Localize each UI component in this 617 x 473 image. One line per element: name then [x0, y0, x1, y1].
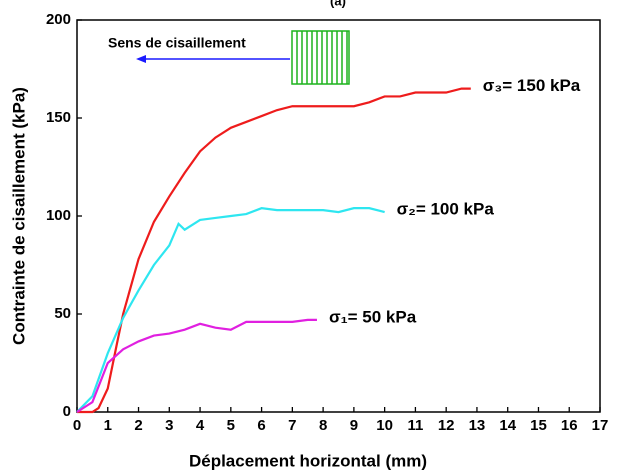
x-tick-label: 15	[530, 417, 547, 434]
y-tick-label: 200	[46, 11, 71, 28]
series-line	[76, 318, 317, 413]
x-tick-label: 4	[196, 417, 205, 434]
y-axis-label: Contrainte de cisaillement (kPa)	[9, 87, 28, 345]
x-axis-label: Déplacement horizontal (mm)	[189, 451, 427, 470]
shear-box	[291, 30, 350, 85]
x-tick-label: 17	[592, 417, 609, 434]
series-label: σ₃= 150 kPa	[483, 76, 581, 95]
x-tick-label: 8	[319, 417, 327, 434]
y-tick-label: 50	[54, 305, 71, 322]
y-tick-label: 100	[46, 207, 71, 224]
x-tick-label: 2	[134, 417, 142, 434]
x-tick-label: 3	[165, 417, 173, 434]
x-tick-label: 13	[469, 417, 486, 434]
y-tick-label: 150	[46, 109, 71, 126]
x-tick-label: 5	[227, 417, 235, 434]
series-line	[76, 207, 385, 413]
y-tick-label: 0	[63, 403, 71, 420]
x-tick-label: 11	[407, 417, 423, 434]
x-tick-label: 9	[350, 417, 358, 434]
chart-title: (a)	[330, 0, 346, 8]
x-tick-label: 14	[499, 417, 516, 434]
series-label: σ₁= 50 kPa	[329, 307, 417, 326]
x-tick-label: 10	[376, 417, 393, 434]
x-tick-label: 6	[257, 417, 265, 434]
annotation: Sens de cisaillement	[108, 35, 246, 51]
x-tick-label: 12	[438, 417, 455, 434]
arrow-head	[136, 55, 146, 63]
x-tick-label: 1	[104, 417, 112, 434]
x-tick-label: 16	[561, 417, 578, 434]
x-tick-label: 7	[288, 417, 296, 434]
series-line	[77, 87, 471, 414]
series-label: σ₂= 100 kPa	[397, 200, 495, 219]
x-tick-label: 0	[73, 417, 81, 434]
